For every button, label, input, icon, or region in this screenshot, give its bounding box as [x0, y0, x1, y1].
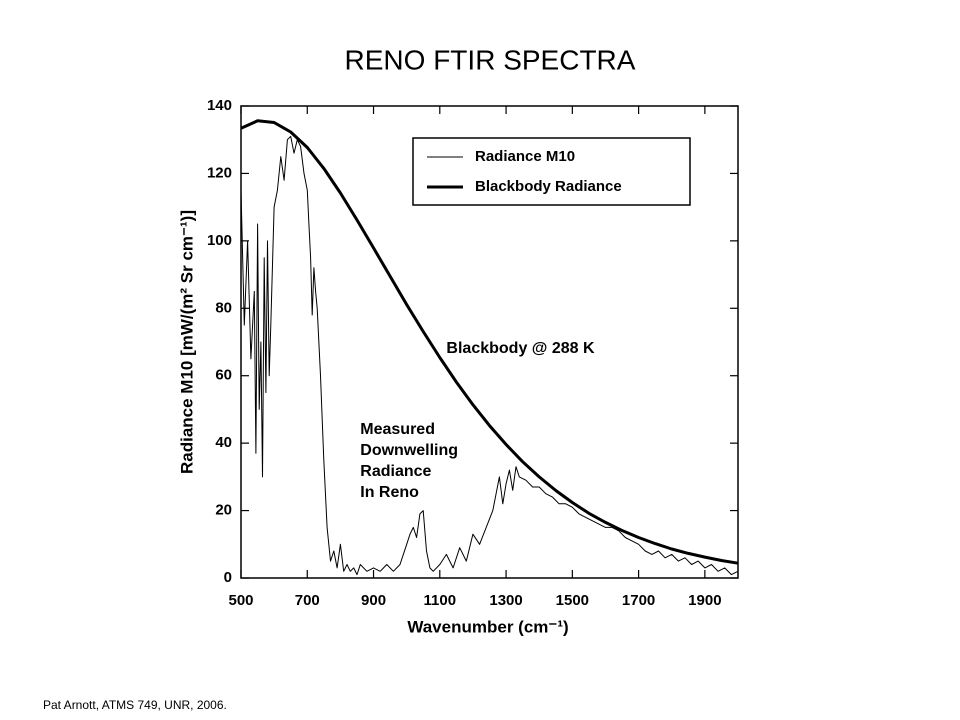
annotation: In Reno	[360, 484, 419, 501]
x-tick-label: 1700	[622, 592, 655, 609]
x-tick-label: 900	[361, 592, 386, 609]
y-tick-label: 120	[207, 164, 232, 181]
annotation: Downwelling	[360, 442, 458, 459]
annotation: Measured	[360, 421, 435, 438]
x-tick-label: 1500	[556, 592, 589, 609]
y-tick-label: 60	[215, 367, 232, 384]
legend-label: Blackbody Radiance	[475, 178, 622, 195]
series-line	[240, 119, 739, 565]
x-tick-label: 1900	[688, 592, 721, 609]
annotation: Blackbody @ 288 K	[446, 340, 595, 357]
x-tick-label: 1300	[489, 592, 522, 609]
x-tick-label: 1100	[424, 592, 457, 609]
plot-frame	[240, 105, 739, 579]
x-axis-label: Wavenumber (cm⁻¹)	[407, 617, 568, 636]
legend-box	[412, 137, 691, 206]
y-tick-label: 0	[224, 569, 232, 586]
legend-label: Radiance M10	[475, 148, 575, 165]
y-tick-label: 100	[207, 232, 232, 249]
y-tick-label: 80	[215, 299, 232, 316]
series-line	[240, 135, 739, 576]
x-tick-label: 700	[295, 592, 320, 609]
y-tick-label: 40	[215, 434, 232, 451]
y-tick-label: 20	[215, 502, 232, 519]
y-tick-label: 140	[207, 97, 232, 114]
slide-title: RENO FTIR SPECTRA	[345, 44, 636, 75]
footer: Pat Arnott, ATMS 749, UNR, 2006.	[43, 698, 227, 712]
y-axis-label: Radiance M10 [mW/(m² Sr cm⁻¹)]	[177, 210, 196, 474]
x-tick-label: 500	[228, 592, 253, 609]
annotation: Radiance	[360, 463, 431, 480]
